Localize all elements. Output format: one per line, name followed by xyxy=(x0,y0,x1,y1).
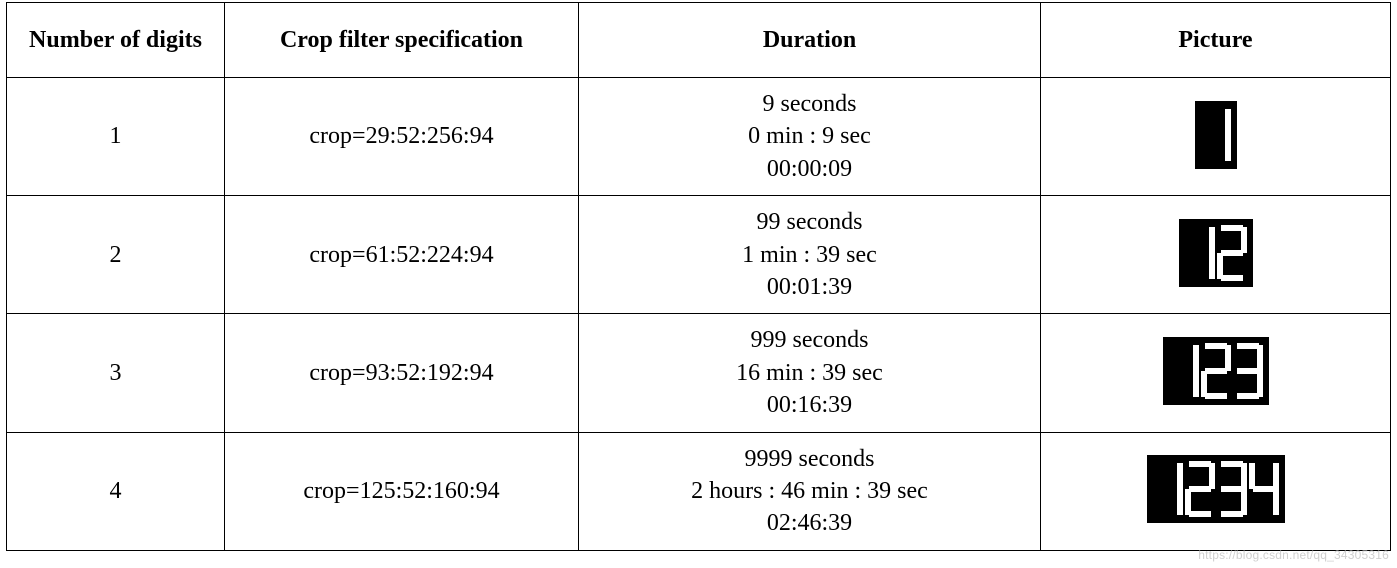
cell-picture xyxy=(1041,314,1391,432)
cell-crop-spec: crop=125:52:160:94 xyxy=(225,432,579,550)
digit-display-icon xyxy=(1179,219,1253,287)
duration-line: 16 min : 39 sec xyxy=(587,357,1032,389)
col-header-picture: Picture xyxy=(1041,3,1391,78)
duration-line: 2 hours : 46 min : 39 sec xyxy=(587,475,1032,507)
duration-line: 00:01:39 xyxy=(587,271,1032,303)
table-row: 3 crop=93:52:192:94 999 seconds 16 min :… xyxy=(7,314,1391,432)
col-header-duration: Duration xyxy=(579,3,1041,78)
cell-duration: 9 seconds 0 min : 9 sec 00:00:09 xyxy=(579,78,1041,196)
cell-crop-spec: crop=93:52:192:94 xyxy=(225,314,579,432)
duration-line: 9999 seconds xyxy=(587,443,1032,475)
cell-picture xyxy=(1041,78,1391,196)
duration-line: 1 min : 39 sec xyxy=(587,239,1032,271)
cell-duration: 9999 seconds 2 hours : 46 min : 39 sec 0… xyxy=(579,432,1041,550)
cell-picture xyxy=(1041,432,1391,550)
duration-line: 0 min : 9 sec xyxy=(587,120,1032,152)
duration-line: 9 seconds xyxy=(587,88,1032,120)
duration-line: 99 seconds xyxy=(587,206,1032,238)
cell-num-digits: 4 xyxy=(7,432,225,550)
table-row: 2 crop=61:52:224:94 99 seconds 1 min : 3… xyxy=(7,196,1391,314)
table-row: 1 crop=29:52:256:94 9 seconds 0 min : 9 … xyxy=(7,78,1391,196)
duration-line: 00:00:09 xyxy=(587,153,1032,185)
cell-num-digits: 2 xyxy=(7,196,225,314)
col-header-num-digits: Number of digits xyxy=(7,3,225,78)
duration-line: 00:16:39 xyxy=(587,389,1032,421)
digit-display-icon xyxy=(1147,455,1285,523)
digit-display-icon xyxy=(1163,337,1269,405)
cell-duration: 999 seconds 16 min : 39 sec 00:16:39 xyxy=(579,314,1041,432)
page: Number of digits Crop filter specificati… xyxy=(0,0,1397,568)
cell-num-digits: 1 xyxy=(7,78,225,196)
digit-display-icon xyxy=(1195,101,1237,169)
table-row: 4 crop=125:52:160:94 9999 seconds 2 hour… xyxy=(7,432,1391,550)
cell-picture xyxy=(1041,196,1391,314)
duration-line: 999 seconds xyxy=(587,324,1032,356)
cell-duration: 99 seconds 1 min : 39 sec 00:01:39 xyxy=(579,196,1041,314)
crop-spec-table: Number of digits Crop filter specificati… xyxy=(6,2,1391,551)
col-header-crop-spec: Crop filter specification xyxy=(225,3,579,78)
cell-num-digits: 3 xyxy=(7,314,225,432)
cell-crop-spec: crop=29:52:256:94 xyxy=(225,78,579,196)
duration-line: 02:46:39 xyxy=(587,507,1032,539)
table-header-row: Number of digits Crop filter specificati… xyxy=(7,3,1391,78)
cell-crop-spec: crop=61:52:224:94 xyxy=(225,196,579,314)
